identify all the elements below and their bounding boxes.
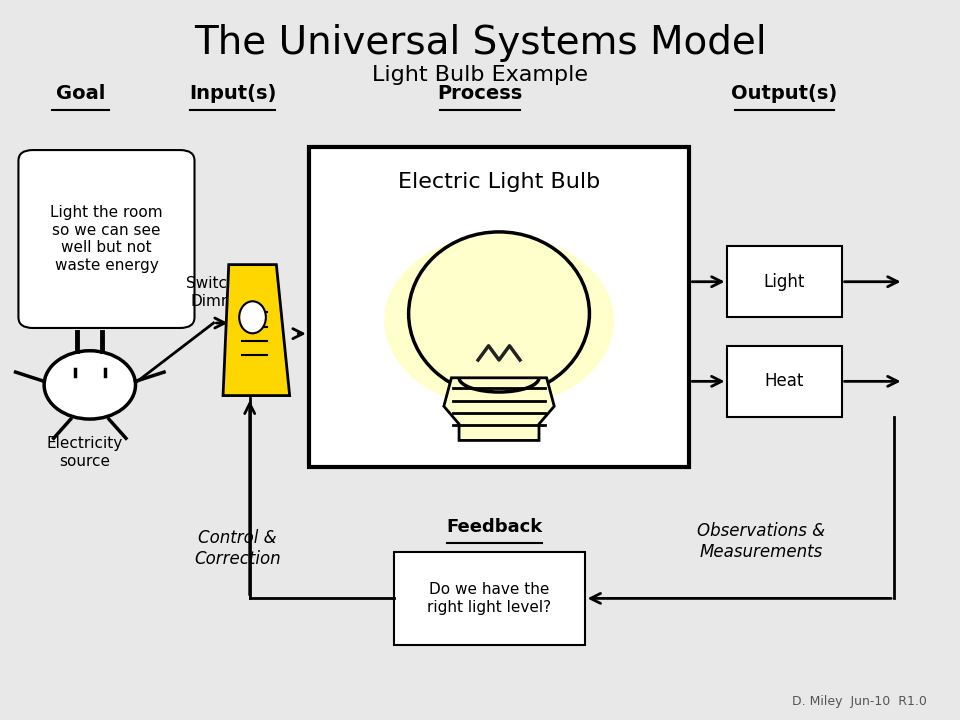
Text: Electric Light Bulb: Electric Light Bulb <box>397 172 600 192</box>
FancyBboxPatch shape <box>18 150 195 328</box>
Text: Electricity
source: Electricity source <box>47 436 123 469</box>
Text: The Universal Systems Model: The Universal Systems Model <box>194 24 766 63</box>
Text: Do we have the
right light level?: Do we have the right light level? <box>427 582 552 615</box>
Text: Heat: Heat <box>765 372 804 390</box>
FancyBboxPatch shape <box>728 246 842 318</box>
Text: Light Bulb Example: Light Bulb Example <box>372 66 588 86</box>
Text: Control &
Correction: Control & Correction <box>194 529 280 568</box>
Text: Light: Light <box>764 273 805 291</box>
FancyBboxPatch shape <box>395 552 585 644</box>
Ellipse shape <box>239 301 266 333</box>
Text: Process: Process <box>438 84 522 103</box>
Polygon shape <box>444 378 554 441</box>
Text: Feedback: Feedback <box>446 518 542 536</box>
Polygon shape <box>223 265 290 395</box>
Circle shape <box>44 351 135 419</box>
FancyBboxPatch shape <box>309 146 689 467</box>
Text: Light the room
so we can see
well but not
waste energy: Light the room so we can see well but no… <box>50 205 163 273</box>
Text: Input(s): Input(s) <box>189 84 276 103</box>
Text: D. Miley  Jun-10  R1.0: D. Miley Jun-10 R1.0 <box>792 695 927 708</box>
Circle shape <box>385 235 613 406</box>
Text: Goal: Goal <box>56 84 105 103</box>
Ellipse shape <box>409 232 589 395</box>
Text: Switch or
Dimmer: Switch or Dimmer <box>185 276 256 309</box>
Text: Observations &
Measurements: Observations & Measurements <box>697 522 825 561</box>
Text: Output(s): Output(s) <box>732 84 838 103</box>
FancyBboxPatch shape <box>728 346 842 417</box>
